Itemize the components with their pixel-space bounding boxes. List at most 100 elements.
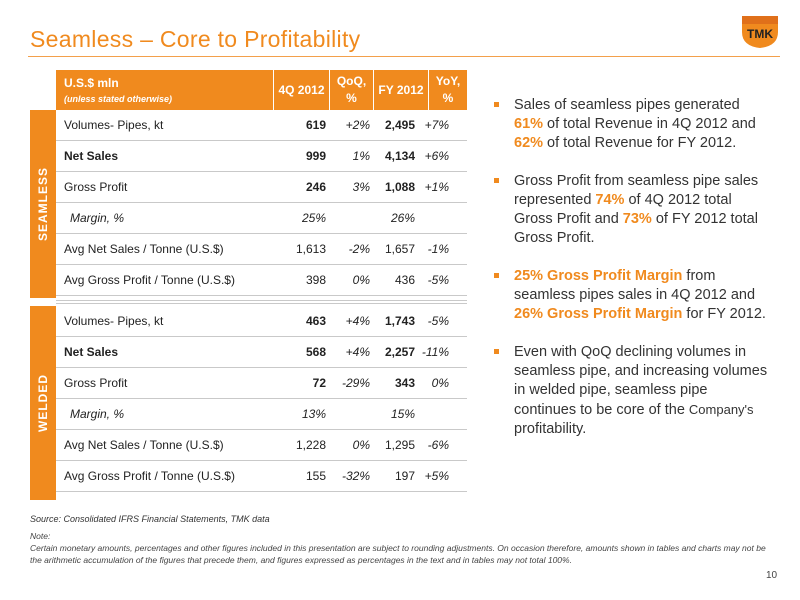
table-row: Gross Profit 72 -29% 343 0%	[56, 368, 467, 399]
bullet-text: Gross Profit from seamless pipe sales re…	[514, 173, 759, 208]
header-yoy: YoY,%	[429, 70, 467, 110]
cell-qoq: 0%	[352, 438, 370, 452]
header-label: U.S.$ mln	[64, 76, 119, 90]
section-label-welded: WELDED	[30, 306, 56, 500]
bullet-highlight: 62%	[514, 135, 544, 151]
section-label-seamless: SEAMLESS	[30, 110, 56, 298]
cell-yoy: -5%	[427, 273, 449, 287]
section-label-text: SEAMLESS	[36, 166, 50, 242]
row-label: Avg Net Sales / Tonne (U.S.$)	[64, 242, 224, 256]
cell-4q: 619	[305, 118, 326, 132]
row-label: Avg Gross Profit / Tonne (U.S.$)	[64, 469, 235, 483]
row-label: Net Sales	[64, 149, 119, 163]
cell-fy: 1,743	[384, 314, 415, 328]
table-row: Avg Net Sales / Tonne (U.S.$) 1,613 -2% …	[56, 234, 467, 265]
cell-4q: 463	[305, 314, 326, 328]
cell-4q: 999	[305, 149, 326, 163]
cell-fy: 197	[394, 469, 415, 483]
row-label: Avg Net Sales / Tonne (U.S.$)	[64, 438, 224, 452]
cell-qoq: -32%	[341, 469, 370, 483]
cell-4q: 1,228	[295, 438, 326, 452]
table-row: Avg Net Sales / Tonne (U.S.$) 1,228 0% 1…	[56, 430, 467, 461]
header-sublabel: (unless stated otherwise)	[64, 94, 173, 104]
table-row: Margin, % 13% 15%	[56, 399, 467, 430]
cell-fy: 2,495	[384, 118, 415, 132]
bullet-text: profitability.	[514, 421, 587, 437]
row-label: Volumes- Pipes, kt	[64, 314, 164, 328]
cell-fy: 1,657	[384, 242, 415, 256]
cell-fy: 2,257	[384, 345, 415, 359]
table-row: Net Sales 568 +4% 2,257 -11%	[56, 337, 467, 368]
bullet-text: Company's	[688, 402, 754, 417]
row-label: Margin, %	[70, 211, 125, 225]
title-divider	[28, 56, 780, 57]
cell-fy: 15%	[390, 407, 415, 421]
bullet-marker-icon	[494, 349, 499, 354]
cell-fy: 436	[394, 273, 415, 287]
bullet-text: of total Revenue for FY 2012.	[543, 135, 737, 151]
header-4q-2012: 4Q 2012	[274, 70, 329, 110]
bullet-highlight: 74%	[595, 192, 625, 208]
page-number: 10	[766, 570, 778, 581]
row-label: Margin, %	[70, 407, 125, 421]
row-label: Gross Profit	[64, 180, 128, 194]
footnote-label: Note:	[30, 531, 51, 541]
bullet-marker-icon	[494, 178, 499, 183]
bullet-highlight: 61%	[514, 116, 544, 132]
table-header-label-cell: U.S.$ mln (unless stated otherwise)	[56, 70, 273, 110]
bullet-gross-profit-share: Gross Profit from seamless pipe sales re…	[492, 172, 772, 248]
cell-4q: 246	[305, 180, 326, 194]
header-yoy-line2: %	[442, 91, 454, 105]
header-qoq: QoQ,%	[330, 70, 373, 110]
header-fy-2012: FY 2012	[374, 70, 428, 110]
bullet-text: from seamless pipes sales in 4Q 2012 and	[514, 268, 756, 303]
table-row: Avg Gross Profit / Tonne (U.S.$) 398 0% …	[56, 265, 467, 296]
cell-qoq: +2%	[345, 118, 370, 132]
cell-4q: 13%	[301, 407, 326, 421]
cell-qoq: +4%	[345, 314, 370, 328]
cell-fy: 343	[394, 376, 415, 390]
cell-yoy: 0%	[431, 376, 449, 390]
header-qoq-line2: %	[346, 91, 357, 105]
cell-4q: 25%	[301, 211, 326, 225]
cell-yoy: +5%	[424, 469, 449, 483]
cell-fy: 4,134	[384, 149, 415, 163]
table-row: Volumes- Pipes, kt 463 +4% 1,743 -5%	[56, 306, 467, 337]
section-label-text: WELDED	[36, 374, 50, 432]
bullet-text: for FY 2012.	[682, 306, 766, 322]
bullet-text: of FY 2012 total Gross Profit.	[514, 211, 758, 246]
cell-yoy: -5%	[427, 314, 449, 328]
tmk-logo: TMK	[736, 12, 784, 50]
bullet-revenue-share: Sales of seamless pipes generated 61% of…	[492, 96, 772, 153]
bullet-highlight: 25% Gross Profit Margin	[514, 268, 683, 284]
page-title: Seamless – Core to Profitability	[30, 26, 361, 52]
cell-4q: 1,613	[295, 242, 326, 256]
logo-text: TMK	[747, 27, 773, 41]
bullet-highlight: 73%	[622, 211, 652, 227]
bullet-text: Sales of seamless pipes generated	[514, 97, 740, 113]
cell-qoq: -29%	[341, 376, 370, 390]
cell-qoq: +4%	[345, 345, 370, 359]
header-qoq-line1: QoQ,	[336, 74, 367, 88]
table-row: Gross Profit 246 3% 1,088 +1%	[56, 172, 467, 203]
cell-yoy: +6%	[424, 149, 449, 163]
cell-yoy: +7%	[424, 118, 449, 132]
cell-qoq: -2%	[348, 242, 370, 256]
row-label: Net Sales	[64, 345, 119, 359]
bullet-marker-icon	[494, 102, 499, 107]
cell-4q: 155	[305, 469, 326, 483]
table-row: Net Sales 999 1% 4,134 +6%	[56, 141, 467, 172]
cell-fy: 1,088	[384, 180, 415, 194]
cell-qoq: 0%	[352, 273, 370, 287]
cell-yoy: -1%	[427, 242, 449, 256]
header-yoy-line1: YoY,	[435, 74, 461, 88]
cell-qoq: 1%	[352, 149, 370, 163]
source-note: Source: Consolidated IFRS Financial Stat…	[30, 514, 270, 524]
table-row: Volumes- Pipes, kt 619 +2% 2,495 +7%	[56, 110, 467, 141]
cell-qoq: 3%	[352, 180, 370, 194]
cell-yoy: -11%	[421, 345, 449, 359]
cell-fy: 1,295	[384, 438, 415, 452]
bullet-marker-icon	[494, 273, 499, 278]
cell-4q: 398	[305, 273, 326, 287]
footnote: Note: Certain monetary amounts, percenta…	[30, 530, 770, 566]
